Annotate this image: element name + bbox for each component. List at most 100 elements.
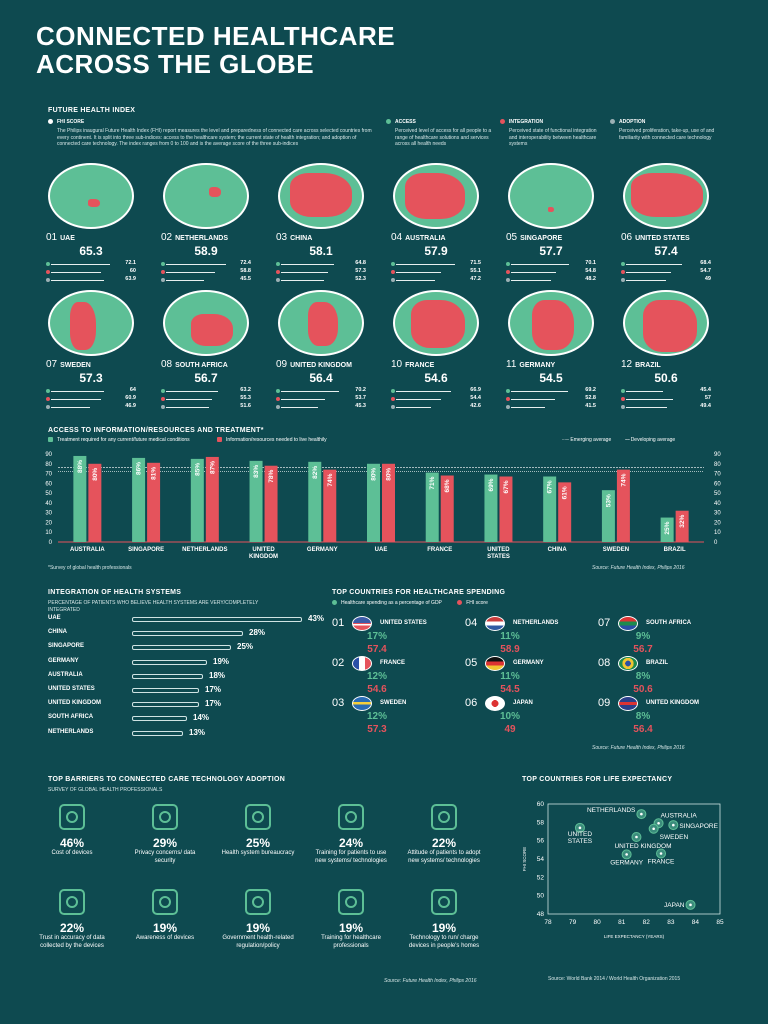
- y-tick-label: 58: [537, 819, 545, 826]
- country-rank: 03: [276, 232, 288, 243]
- spending-rank: 01: [332, 617, 345, 629]
- adoption-dot-icon: [391, 278, 395, 282]
- bar-value-label: 74%: [620, 473, 627, 486]
- spending-country: BRAZIL: [646, 660, 668, 666]
- scatter-point-center: [578, 826, 582, 830]
- bar: [558, 482, 572, 542]
- bar: [425, 472, 439, 542]
- y-tick-label-right: 0: [714, 540, 718, 546]
- syringe-icon: [132, 659, 207, 665]
- y-tick-label-right: 90: [714, 452, 721, 458]
- access-line: [281, 264, 334, 265]
- life-expectancy-title: TOP COUNTRIES FOR LIFE EXPECTANCY: [522, 776, 673, 783]
- spending-item: 02 FRANCE 12% 54.6: [332, 656, 472, 695]
- flag-icon: [618, 616, 638, 631]
- health-system-country: NETHERLANDS: [48, 728, 94, 735]
- country-name: 05 SINGAPORE: [506, 232, 562, 243]
- fhi-score: 65.3: [79, 244, 103, 258]
- red-square-icon: [217, 437, 223, 443]
- integration-line: [511, 399, 555, 400]
- syringe-icon: [132, 645, 231, 651]
- access-bar: 69.2: [506, 387, 596, 395]
- x-tick-label: 83: [667, 919, 675, 926]
- country-label: UAE: [60, 235, 75, 242]
- access-value: 69.2: [585, 387, 596, 393]
- barrier-percent: 19%: [245, 921, 271, 935]
- bar-value-label: 83%: [253, 465, 260, 478]
- y-tick-label: 50: [537, 893, 545, 900]
- bar-value-label: 85%: [194, 463, 201, 476]
- access-value: 45.4: [700, 387, 711, 393]
- bar: [88, 463, 102, 542]
- health-system-country: AUSTRALIA: [48, 671, 83, 678]
- barrier-label: Government health-related regulation/pol…: [222, 935, 294, 949]
- adoption-bar: 49: [621, 276, 711, 284]
- barrier-label: Training for patients to use new systems…: [315, 850, 387, 864]
- y-tick-label: 54: [537, 856, 545, 863]
- access-value: 70.2: [355, 387, 366, 393]
- adoption-value: 46.9: [125, 403, 136, 409]
- y-tick-label-right: 70: [714, 472, 721, 478]
- spending-legend: Healthcare spending as a percentage of G…: [332, 600, 488, 606]
- adoption-bar: 42.6: [391, 403, 481, 411]
- bar: [616, 469, 630, 542]
- spending-rank: 05: [465, 657, 478, 669]
- integration-line: [281, 272, 328, 273]
- scatter-point-label: UNITED STATES: [568, 831, 593, 845]
- globe-map-icon: [623, 290, 709, 356]
- adoption-dot-icon: [621, 278, 625, 282]
- integration-line: [166, 399, 212, 400]
- barrier-label: Health system bureaucracy: [221, 850, 295, 856]
- integration-bar: 54.4: [391, 395, 481, 403]
- fhi-score: 54.5: [500, 684, 520, 695]
- fhi-score: 58.9: [194, 244, 218, 258]
- health-system-value: 17%: [205, 699, 222, 709]
- y-axis-label: FHI SCORE: [522, 847, 527, 872]
- spending-source: Source: Future Health Index, Philips 201…: [592, 745, 685, 751]
- spending-title: TOP COUNTRIES FOR HEALTHCARE SPENDING: [332, 589, 506, 596]
- scatter-point-center: [657, 821, 660, 825]
- health-system-country: UAE: [48, 615, 61, 621]
- grey-dot-icon: [610, 119, 615, 125]
- health-system-row: CHINA 28%: [48, 628, 298, 638]
- country-card: 08 SOUTH AFRICA 56.7 63.2 55.3 51.6: [161, 290, 266, 415]
- bar-value-label: 25%: [664, 521, 671, 534]
- barrier-item: 22% Attitude of patients to adopt new sys…: [404, 802, 484, 865]
- bar: [601, 490, 615, 542]
- x-category-label: NETHERLANDS: [182, 547, 227, 553]
- bar: [249, 460, 263, 542]
- adoption-bar: 47.2: [391, 276, 481, 284]
- x-tick-label: 78: [544, 919, 552, 926]
- y-tick-label: 30: [45, 511, 52, 517]
- country-label: SOUTH AFRICA: [175, 362, 228, 369]
- integration-bar: 60: [46, 268, 136, 276]
- flag-icon: [485, 616, 505, 631]
- barrier-percent: 19%: [152, 921, 178, 935]
- integration-dot-icon: [391, 397, 395, 401]
- access-bar-chart: 0 0 10 10 20 20 30 30 40 40 50 50 60 60 70 70 80 80 90 90 88…: [45, 452, 721, 560]
- access-line: [511, 391, 568, 392]
- adoption-dot-icon: [276, 405, 280, 409]
- scatter-point-center: [659, 852, 663, 855]
- adoption-bar: 48.2: [506, 276, 596, 284]
- barrier-label: Privacy concerns/ data security: [134, 850, 196, 864]
- y-tick-label: 60: [45, 481, 52, 487]
- barrier-label: Awareness of devices: [135, 935, 195, 941]
- country-rank: 01: [46, 232, 58, 243]
- fhi-section-title: FUTURE HEALTH INDEX: [48, 107, 136, 114]
- barrier-item: 24% Training for patients to use new syst…: [311, 802, 391, 865]
- flag-icon: [352, 696, 372, 711]
- access-value: 68.4: [700, 260, 711, 266]
- spending-country: GERMANY: [513, 660, 544, 666]
- x-tick-label: 80: [594, 919, 602, 926]
- globe-map-icon: [508, 290, 594, 356]
- health-system-value: 18%: [209, 670, 226, 680]
- scatter-point-label: JAPAN: [664, 902, 685, 909]
- scatter-point-label: AUSTRALIA: [661, 812, 698, 819]
- green-dot-icon: [332, 600, 337, 606]
- globe-map-icon: [163, 163, 249, 229]
- spending-rank: 02: [332, 657, 345, 669]
- adoption-line: [511, 280, 551, 281]
- barrier-item: 19% Training for healthcare professionals: [311, 887, 391, 950]
- adoption-line: [51, 280, 104, 281]
